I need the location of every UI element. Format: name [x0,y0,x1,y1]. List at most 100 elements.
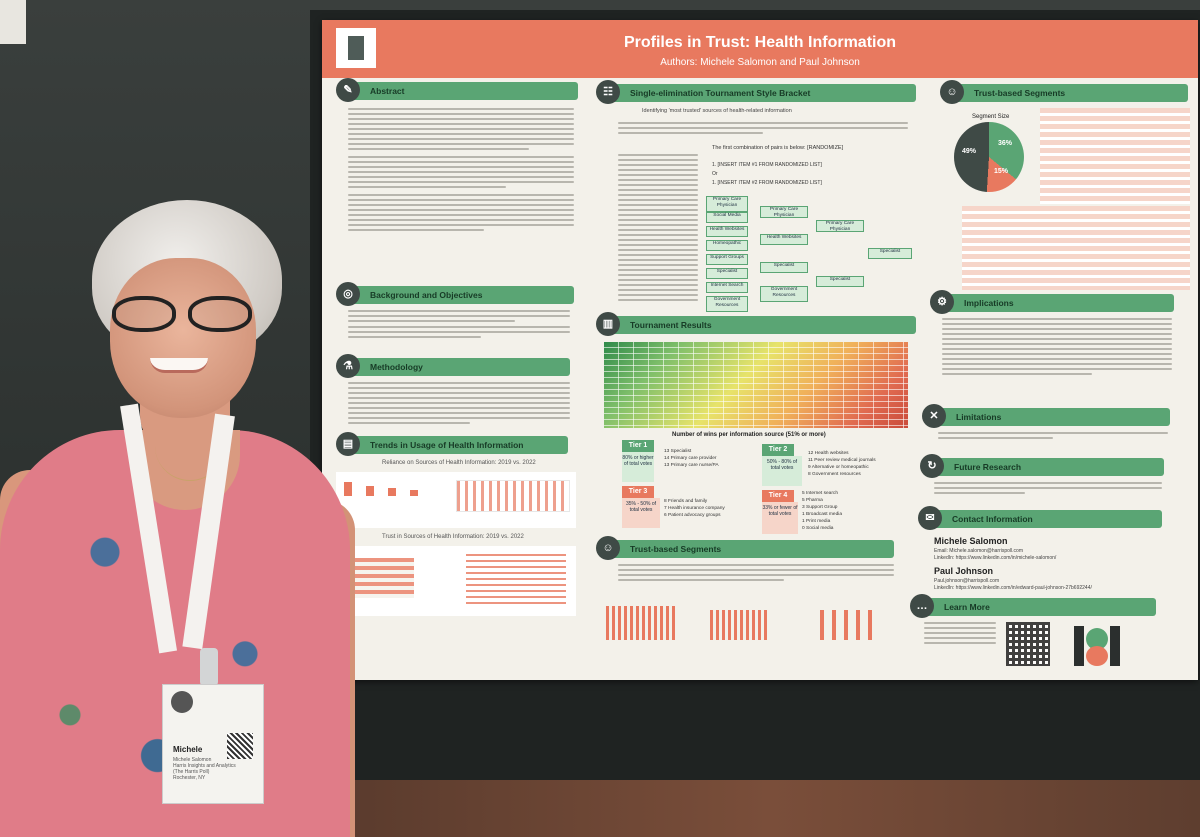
bracket-box: Internet Search [706,282,748,293]
section-abstract: ✎ Abstract [336,78,578,102]
section-learn: … Learn More [910,594,1156,618]
tier3-box: 35% - 50% of total votes [622,498,660,528]
trends-chart2 [336,546,576,616]
badge-details: Michele Salomon Harris Insights and Anal… [173,757,236,781]
people-icon: ☺ [596,536,620,560]
bracket-round2: Specialist [760,262,808,273]
bracket-question [618,122,908,137]
pencil-icon: ✎ [336,78,360,102]
tier1-list: 13 Specialist 14 Primary care provider 13 … [664,449,719,468]
section-bracket: ☷ Single-elimination Tournament Style Bra… [596,80,916,104]
glasses [108,296,258,336]
trends-chart1 [336,472,576,528]
section-implications: ⚙ Implications [930,290,1174,314]
segment-table-1 [1040,108,1190,204]
tier2-box: 50% - 80% of total votes [762,456,802,486]
necklace [155,440,225,481]
bracket-round2: Government Resources [760,286,808,302]
bracket-box: Primary Care Physician [706,196,748,212]
bracket-final: Specialist [868,248,912,259]
harris-poll-logo [1074,626,1120,666]
implications-text [942,318,1172,378]
section-segments-top: ☺ Trust-based Segments [940,80,1188,104]
qr-code [1006,622,1050,666]
trends-chart2-title: Trust in Sources of Health Information: … [382,534,524,540]
chart-icon: ▤ [336,432,360,456]
section-contact: ✉ Contact Information [918,506,1162,530]
paper-corner [0,0,26,44]
bracket-box: Government Resources [706,296,748,312]
tier1-label: Tier 1 [622,440,654,452]
source-list [618,154,698,304]
methodology-text [348,382,570,427]
bracket-round3: Specialist [816,276,864,287]
section-methodology: ⚗ Methodology [336,354,570,378]
bracket-round2: Health Websites [760,234,808,245]
face [110,258,256,418]
bar-chart-icon: ▥ [596,312,620,336]
tier1-box: 80% or higher of total votes [622,452,654,482]
results-caption: Number of wins per information source (5… [672,432,826,438]
envelope-icon: ✉ [918,506,942,530]
bracket-icon: ☷ [596,80,620,104]
results-heatmap [604,342,908,428]
badge-qr-code [227,733,253,759]
section-results: ▥ Tournament Results [596,312,916,336]
abstract-text [348,108,574,234]
segments-text [618,564,894,584]
segment-size-label: Segment Size [972,114,1010,120]
segments-bar-chart [600,592,900,646]
limitations-text [938,432,1168,442]
section-segments-bottom: ☺ Trust-based Segments [596,536,894,560]
section-trends: ▤ Trends in Usage of Health Information [336,432,568,456]
bracket-box: Specialist [706,268,748,279]
tier4-list: 5 Internet search 5 Pharma 3 Support Group… [802,491,842,531]
bracket-item1: 1. [INSERT ITEM #1 FROM RANDOMIZED LIST] [712,162,822,168]
contact-name: Michele Salomon [934,536,1008,546]
bracket-box: Support Groups [706,254,748,265]
tier3-label: Tier 3 [622,486,654,498]
background-text [348,310,570,341]
flask-icon: ⚗ [336,354,360,378]
tier2-list: 12 Health websites 11 Peer review medical… [808,451,876,477]
learn-text [924,622,996,647]
wrench-icon: ✕ [922,404,946,428]
tier2-label: Tier 2 [762,444,794,456]
research-poster: Profiles in Trust: Health Information Au… [322,20,1198,680]
bracket-round3: Primary Care Physician [816,220,864,232]
tier3-list: 8 Friends and family 7 Health insurance c… [664,499,725,518]
segment-table-2 [962,206,1190,290]
people-icon: ☺ [940,80,964,104]
bracket-round2: Primary Care Physician [760,206,808,218]
smile [150,358,208,373]
dots-icon: … [910,594,934,618]
contact-info: Paul.johnson@harrispoll.com LinkedIn: ht… [934,578,1092,591]
lanyard-clip [200,648,218,686]
badge-name: Michele [173,745,203,754]
poster-title: Profiles in Trust: Health Information [623,34,897,51]
section-limitations: ✕ Limitations [922,404,1170,428]
bracket-box: Homeopathic [706,240,748,251]
poster-header: Profiles in Trust: Health Information Au… [322,20,1198,78]
harris-poll-logo [336,28,376,68]
bracket-item2: 1. [INSERT ITEM #2 FROM RANDOMIZED LIST] [712,180,822,186]
contact-info: Email: Michele.salomon@harrispoll.com Li… [934,548,1057,561]
bracket-or: Or [712,171,718,177]
poster-authors: Authors: Michele Salomon and Paul Johnso… [660,57,860,68]
name-badge: Michele Michele Salomon Harris Insights … [162,684,264,804]
bracket-box: Health Websites [706,226,748,237]
tier4-box: 33% or fewer of total votes [762,502,798,534]
refresh-icon: ↻ [920,454,944,478]
floor [340,780,1200,837]
section-background: ◎ Background and Objectives [336,282,574,306]
bracket-subtitle: Identifying 'most trusted' sources of he… [642,108,792,114]
bracket-box: Social Media [706,212,748,223]
badge-logo [171,691,193,713]
section-future: ↻ Future Research [920,454,1164,478]
contact-name: Paul Johnson [934,566,994,576]
gear-icon: ⚙ [930,290,954,314]
segment-pie: 49% 36% 15% [954,122,1024,192]
bracket-combination: The first combination of pairs is below:… [712,145,844,151]
future-text [934,482,1162,497]
tier4-label: Tier 4 [762,490,794,502]
